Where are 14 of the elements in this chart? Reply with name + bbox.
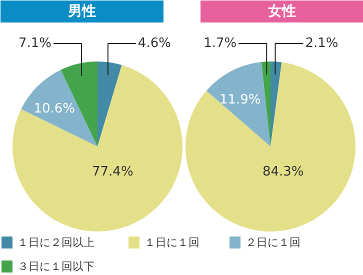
data-label: 2.1% — [305, 36, 338, 51]
chart-title: 女性 — [267, 4, 296, 20]
data-label: 77.4% — [92, 164, 134, 180]
data-label: 84.3% — [262, 164, 304, 180]
data-label: 4.6% — [138, 36, 171, 51]
data-label: 10.6% — [34, 102, 76, 117]
legend-label: ２日に１回 — [246, 236, 300, 249]
chart-title: 男性 — [67, 4, 96, 20]
legend-label: １日に１回 — [144, 236, 200, 249]
data-label: 1.7% — [204, 36, 237, 51]
data-label: 7.1% — [18, 36, 52, 51]
legend-label: ３日に１回以下 — [18, 260, 94, 273]
legend-label: １日に２回以上 — [18, 236, 94, 249]
data-label: 11.9% — [219, 92, 261, 108]
